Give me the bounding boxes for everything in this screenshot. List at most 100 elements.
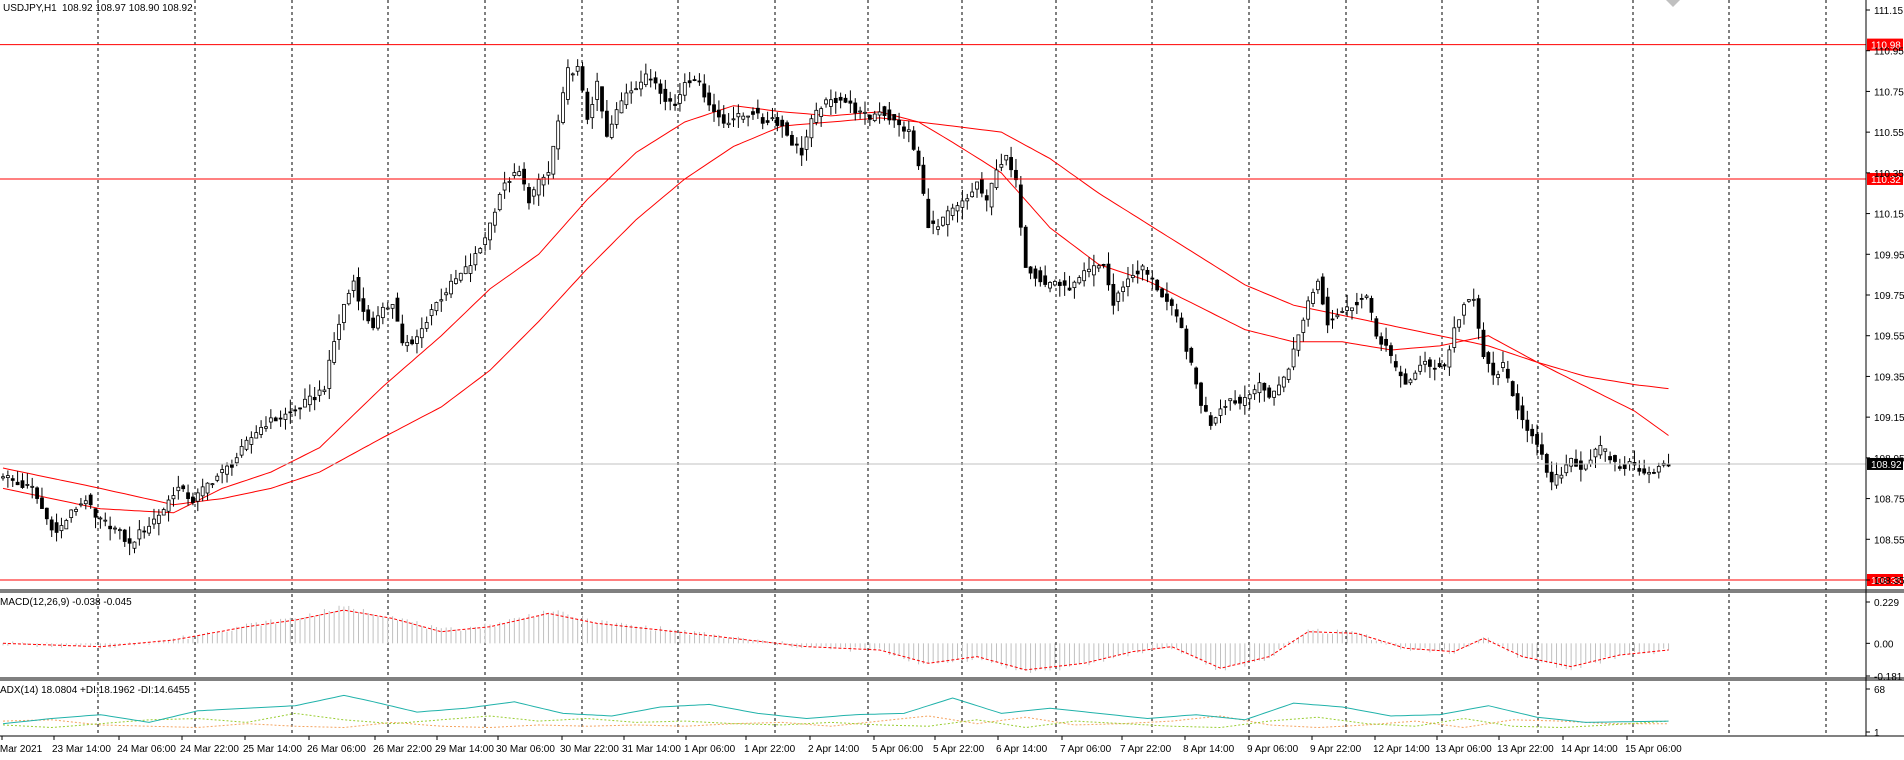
candle-body-bear xyxy=(1184,328,1189,352)
candle-body-bull xyxy=(439,299,444,302)
candle-body-bear xyxy=(1150,277,1155,280)
candle-body-bear xyxy=(366,309,371,322)
candle-body-bear xyxy=(88,494,93,506)
candle-body-bull xyxy=(634,88,638,91)
candle-body-bull xyxy=(1213,417,1218,424)
candle-body-bull xyxy=(244,439,249,450)
candle-body-bear xyxy=(1505,368,1510,379)
candle-body-bear xyxy=(293,409,298,412)
candle-body-bull xyxy=(936,226,940,230)
symbol-title: USDJPY,H1 108.92 108.97 108.90 108.92 xyxy=(3,3,193,14)
candle-body-bear xyxy=(1374,318,1379,337)
macd-tick-label: 0.00 xyxy=(1874,639,1894,650)
candle-body-bull xyxy=(1082,270,1087,282)
price-tick-label: 109.75 xyxy=(1874,291,1904,302)
time-tick-label: 26 Mar 06:00 xyxy=(307,744,366,755)
macd-label: MACD(12,26,9) -0.038 -0.045 xyxy=(0,597,132,608)
candle-body-bear xyxy=(838,96,843,101)
time-tick-label: 15 Apr 06:00 xyxy=(1625,744,1682,755)
candles xyxy=(1,59,1671,556)
candle-body-bear xyxy=(979,178,984,194)
ma-slow-path xyxy=(2,117,1669,506)
candle-body-bull xyxy=(736,113,741,118)
candle-body-bull xyxy=(390,304,395,309)
level-price-tag xyxy=(1867,172,1903,185)
candle-body-bull xyxy=(1656,465,1661,473)
candle-body-bear xyxy=(1135,270,1140,275)
adx-main-path xyxy=(2,694,1669,725)
candle-body-bull xyxy=(210,483,215,486)
candle-body-bull xyxy=(1286,368,1291,380)
candle-body-bull xyxy=(137,529,142,540)
candle-body-bull xyxy=(1121,286,1125,292)
level-price-tag xyxy=(1867,574,1903,586)
candle-body-bull xyxy=(1306,300,1311,320)
chart-shift-marker[interactable] xyxy=(1666,0,1680,7)
candle-body-bear xyxy=(1510,381,1515,397)
candle-body-bear xyxy=(1111,283,1116,306)
current-price-label: 108.92 xyxy=(1871,460,1902,471)
time-tick-label: 5 Apr 06:00 xyxy=(872,744,924,755)
price-tick-label: 108.75 xyxy=(1874,495,1904,506)
candle-body-bear xyxy=(785,122,789,136)
candle-body-bear xyxy=(1389,345,1393,356)
level-price-label: 108.35 xyxy=(1871,576,1902,587)
candle-body-bull xyxy=(1296,334,1301,351)
candle-body-bear xyxy=(697,80,702,83)
candle-body-bull xyxy=(502,182,507,191)
price-pane[interactable]: 110.98 110.32 108.35 USDJPY,H1 108.92 108.9… xyxy=(0,0,1903,590)
candle-body-bear xyxy=(585,91,590,120)
candle-body-bull xyxy=(176,486,181,492)
plus-di-path xyxy=(2,712,1669,729)
candle-body-bear xyxy=(692,79,697,82)
candle-body-bear xyxy=(1174,309,1179,317)
candle-body-bull xyxy=(1418,364,1423,372)
time-tick-label: 26 Mar 22:00 xyxy=(373,744,432,755)
candle-body-bull xyxy=(614,109,619,125)
candle-body-bear xyxy=(1194,367,1199,385)
candle-body-bear xyxy=(1384,338,1388,346)
candle-body-bear xyxy=(1320,276,1325,305)
candle-body-bear xyxy=(663,88,668,102)
time-tick-label: 5 Apr 22:00 xyxy=(933,744,985,755)
candle-body-bear xyxy=(1622,463,1627,470)
candle-body-bull xyxy=(945,210,950,226)
level-lines[interactable]: 110.98 110.32 108.35 xyxy=(0,38,1903,587)
candle-body-bull xyxy=(1281,376,1286,388)
candle-body-bull xyxy=(405,341,410,347)
candle-body-bull xyxy=(424,322,429,329)
candle-body-bear xyxy=(843,97,848,103)
adx-pane[interactable]: ADX(14) 18.0804 +DI:18.1962 -DI:14.6455 xyxy=(0,682,1827,736)
candle-body-bear xyxy=(1165,293,1169,302)
time-axis: 22 Mar 2021 23 Mar 14:00 24 Mar 06:00 24 Ma… xyxy=(0,736,1682,755)
candle-body-bear xyxy=(1652,472,1656,474)
candle-body-bull xyxy=(643,73,648,86)
candle-body-bear xyxy=(298,407,302,410)
candle-body-bear xyxy=(1617,466,1622,469)
candle-body-bear xyxy=(1486,352,1491,364)
price-tick-label: 109.55 xyxy=(1874,332,1904,343)
candle-body-bull xyxy=(69,509,74,518)
time-tick-label: 23 Mar 14:00 xyxy=(52,744,111,755)
time-tick-label: 30 Mar 06:00 xyxy=(496,744,555,755)
candle-body-bull xyxy=(132,541,137,549)
candle-body-bull xyxy=(59,525,64,532)
candle-body-bull xyxy=(1291,348,1296,368)
candle-body-bear xyxy=(658,83,663,94)
candle-body-bear xyxy=(278,417,283,420)
candle-body-bull xyxy=(1457,319,1462,328)
candle-body-bear xyxy=(790,134,794,146)
candle-body-bear xyxy=(1637,468,1642,472)
time-tick-label: 24 Mar 06:00 xyxy=(117,744,176,755)
time-tick-label: 9 Apr 06:00 xyxy=(1247,744,1299,755)
candle-body-bear xyxy=(794,143,799,146)
time-tick-label: 22 Mar 2021 xyxy=(0,744,43,755)
candle-body-bull xyxy=(492,211,497,226)
candle-body-bear xyxy=(93,508,98,518)
candle-body-bull xyxy=(872,113,877,121)
candle-body-bear xyxy=(668,98,673,102)
candle-body-bear xyxy=(1009,157,1013,171)
candle-body-bear xyxy=(181,485,186,490)
macd-pane[interactable]: MACD(12,26,9) -0.038 -0.045 xyxy=(0,594,1827,678)
